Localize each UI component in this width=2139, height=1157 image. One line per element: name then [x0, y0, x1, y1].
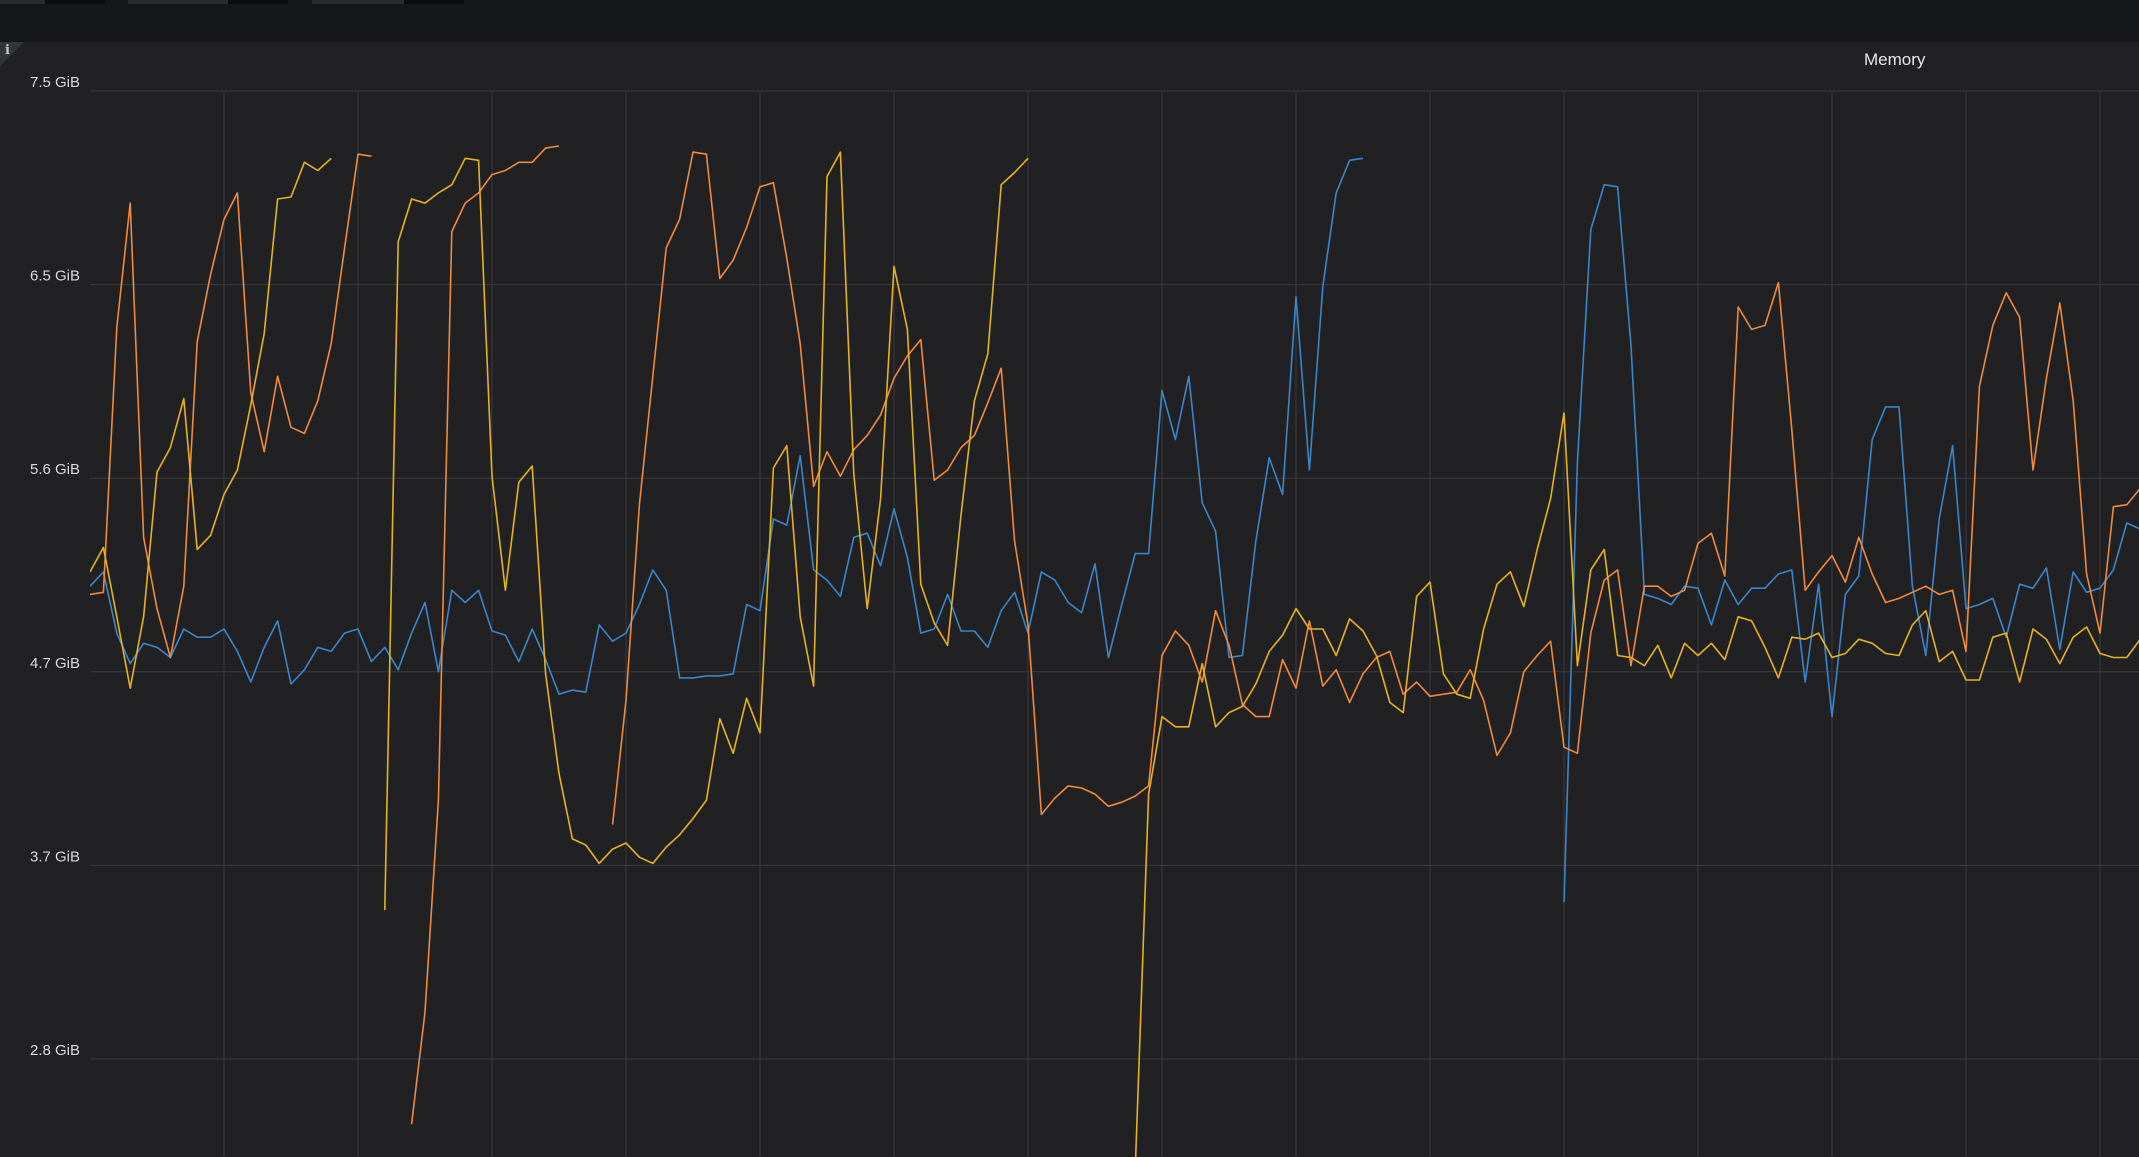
series-line-2[interactable] — [1563, 183, 2139, 903]
info-icon[interactable]: i — [5, 43, 10, 58]
toolbar-tab-3[interactable] — [312, 0, 464, 4]
series-line-4[interactable] — [90, 151, 2139, 1157]
series-line-3[interactable] — [90, 145, 2139, 1125]
chart-series — [90, 145, 2139, 1157]
y-tick-label: 5.6 GiB — [30, 461, 80, 478]
y-axis: 7.5 GiB 6.5 GiB 5.6 GiB 4.7 GiB 3.7 GiB 2.8 G… — [30, 74, 80, 1059]
chart-grid — [90, 90, 2139, 1157]
toolbar-tab-1[interactable] — [0, 0, 105, 4]
series-line-1[interactable] — [90, 157, 1364, 695]
panel-title[interactable]: Memory — [1864, 50, 1926, 69]
top-toolbar — [0, 0, 2139, 42]
y-tick-label: 6.5 GiB — [30, 268, 80, 285]
toolbar-tab-2[interactable] — [128, 0, 288, 4]
y-tick-label: 7.5 GiB — [30, 74, 80, 91]
y-tick-label: 4.7 GiB — [30, 655, 80, 672]
panel-info-corner[interactable] — [0, 42, 24, 66]
y-tick-label: 3.7 GiB — [30, 848, 80, 865]
y-tick-label: 2.8 GiB — [30, 1042, 80, 1059]
memory-panel — [0, 42, 2139, 1157]
